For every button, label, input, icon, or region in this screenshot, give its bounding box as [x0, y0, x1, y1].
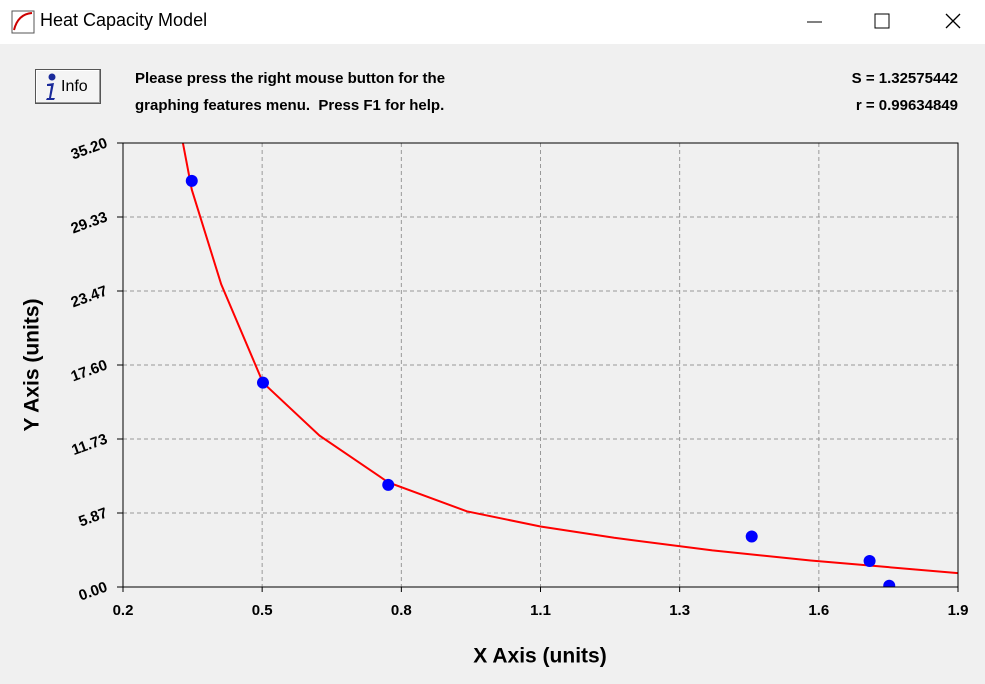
x-axis-title: X Axis (units) — [473, 645, 606, 668]
x-tick-label: 1.6 — [808, 602, 829, 619]
data-point — [745, 530, 758, 543]
maximize-button[interactable] — [874, 13, 890, 29]
app-icon — [11, 10, 35, 34]
y-tick-label: 5.87 — [76, 505, 109, 531]
x-tick-label: 1.9 — [948, 602, 969, 619]
data-point — [256, 376, 269, 389]
fit-stat: r = 0.99634849 — [855, 97, 958, 114]
y-tick-label: 11.73 — [69, 431, 109, 460]
app-icon-curve — [13, 12, 33, 31]
info-button[interactable]: Info — [35, 69, 101, 104]
data-point — [382, 478, 395, 491]
close-button[interactable] — [945, 13, 961, 29]
info-button-label: Info — [61, 78, 88, 95]
title-bar: Heat Capacity Model — [0, 0, 985, 44]
info-icon — [46, 73, 56, 100]
y-tick-label: 35.20 — [69, 135, 110, 164]
y-axis-title: Y Axis (units) — [21, 298, 44, 431]
y-tick-label: 17.60 — [69, 357, 110, 386]
help-message: Please press the right mouse button for … — [135, 70, 446, 87]
x-tick-label: 0.8 — [391, 602, 412, 619]
data-point — [883, 579, 896, 587]
fit-curve — [181, 143, 958, 575]
window-title: Heat Capacity Model — [40, 10, 208, 30]
fit-stat: S = 1.32575442 — [851, 70, 958, 87]
title-bar-graphics — [11, 10, 961, 34]
help-message: graphing features menu. Press F1 for hel… — [135, 97, 445, 114]
plot-frame — [122, 142, 959, 588]
y-tick-label: 29.33 — [69, 209, 110, 238]
y-tick-label: 23.47 — [69, 283, 110, 312]
y-tick-label: 0.00 — [76, 579, 109, 605]
x-tick-label: 1.1 — [530, 602, 551, 619]
x-tick-label: 1.3 — [669, 602, 690, 619]
data-point — [185, 174, 198, 187]
data-point — [863, 555, 876, 568]
x-tick-label: 0.5 — [252, 602, 273, 619]
x-tick-label: 0.2 — [113, 602, 134, 619]
